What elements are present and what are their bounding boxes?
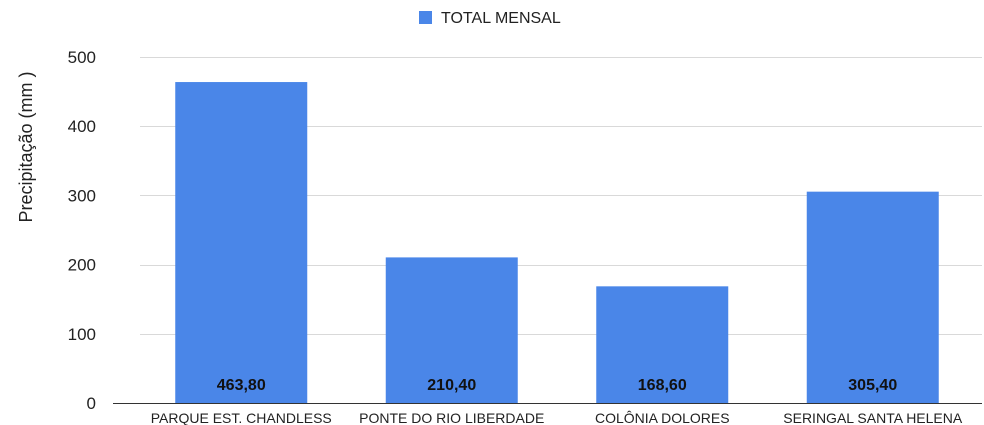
x-axis-ticks: PARQUE EST. CHANDLESS PONTE DO RIO LIBERD… bbox=[151, 410, 963, 425]
data-label: 305,40 bbox=[848, 377, 897, 394]
x-tick-label: SERINGAL SANTA HELENA bbox=[783, 410, 963, 425]
bars bbox=[175, 82, 939, 403]
data-labels: 463,80 210,40 168,60 305,40 bbox=[217, 377, 898, 394]
x-tick-label: PARQUE EST. CHANDLESS bbox=[151, 410, 332, 425]
legend-label: TOTAL MENSAL bbox=[441, 10, 561, 27]
bar bbox=[806, 191, 939, 403]
x-tick-label: PONTE DO RIO LIBERDADE bbox=[359, 410, 544, 425]
y-tick-label: 300 bbox=[68, 186, 96, 205]
y-axis-ticks: 0 100 200 300 400 500 bbox=[68, 48, 96, 413]
data-label: 463,80 bbox=[217, 377, 266, 394]
y-tick-label: 0 bbox=[87, 394, 96, 413]
data-label: 210,40 bbox=[427, 377, 476, 394]
bar bbox=[596, 286, 729, 403]
bar bbox=[175, 82, 308, 403]
y-tick-label: 400 bbox=[68, 117, 96, 136]
y-tick-label: 100 bbox=[68, 325, 96, 344]
bar bbox=[385, 257, 518, 403]
x-tick-label: COLÔNIA DOLORES bbox=[595, 410, 730, 425]
legend: TOTAL MENSAL bbox=[419, 10, 561, 27]
y-tick-label: 500 bbox=[68, 48, 96, 67]
y-axis-label: Precipitação (mm ) bbox=[16, 71, 36, 222]
y-tick-label: 200 bbox=[68, 256, 96, 275]
legend-swatch bbox=[419, 11, 432, 24]
data-label: 168,60 bbox=[638, 377, 687, 394]
